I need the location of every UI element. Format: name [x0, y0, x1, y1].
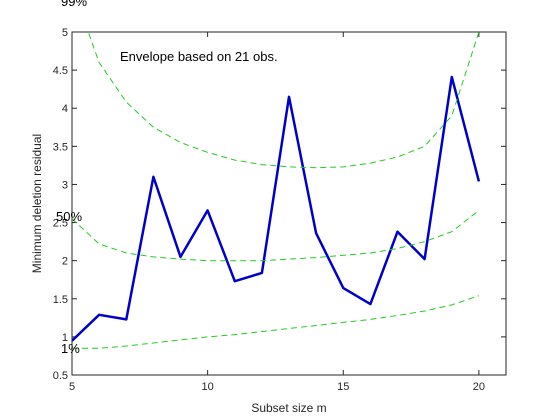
observed-residual-line: [72, 75, 481, 342]
y-tick-label: 5: [62, 27, 68, 39]
y-tick-label: 2.5: [53, 218, 68, 230]
y-tick-label: 2: [62, 256, 68, 268]
y-tick-label: 3: [62, 179, 68, 191]
x-tick-label: 10: [202, 381, 214, 393]
envelope-99-line: [87, 32, 480, 169]
band-label-99: 99%: [61, 0, 87, 9]
y-axis-title: Minimum deletion residual: [30, 134, 44, 273]
x-tick-label: 5: [69, 381, 75, 393]
y-tick-label: 0.5: [53, 370, 68, 382]
y-tick-label: 3.5: [53, 141, 68, 153]
y-tick-label: 1: [62, 332, 68, 344]
plot-area: [72, 32, 481, 349]
x-tick-label: 15: [337, 381, 349, 393]
x-tick-label: 20: [473, 381, 485, 393]
y-tick-label: 1.5: [53, 294, 68, 306]
x-axis-title: Subset size m: [251, 401, 326, 415]
plot-frame: [71, 31, 507, 376]
y-tick-label: 4: [62, 103, 68, 115]
axes: 5 10 15 20 0.5 1 1.5 2 2.5 3 3.5 4 4.5 5: [53, 27, 507, 393]
y-tick-label: 4.5: [53, 65, 68, 77]
labels: Envelope based on 21 obs. 99% 50% 1% Sub…: [30, 0, 327, 415]
envelope-annotation: Envelope based on 21 obs.: [120, 49, 278, 64]
envelope-50-line: [72, 210, 480, 262]
band-label-1: 1%: [61, 341, 80, 356]
envelope-1-line: [72, 295, 480, 349]
band-label-50: 50%: [56, 209, 82, 224]
